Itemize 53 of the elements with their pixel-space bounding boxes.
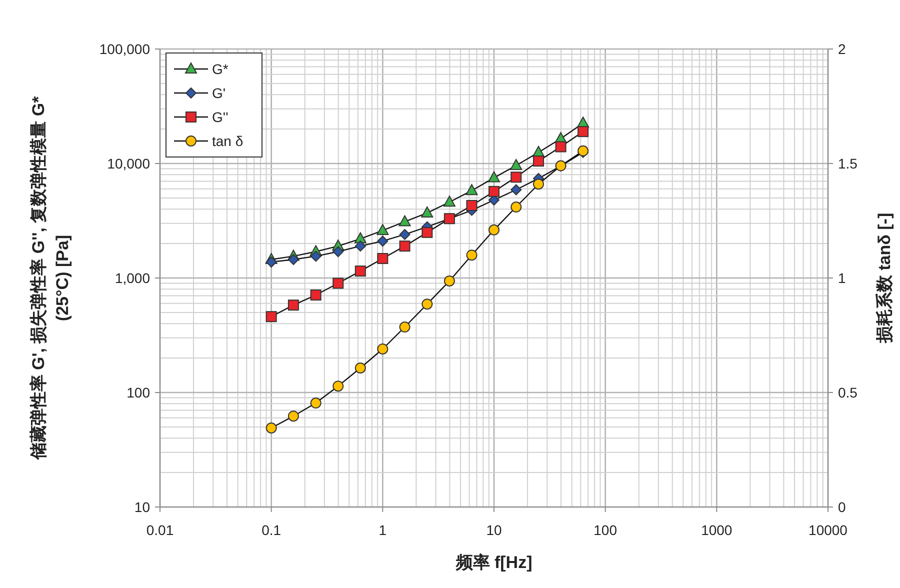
point bbox=[310, 290, 322, 301]
x-tick-label: 10 bbox=[486, 522, 502, 538]
point bbox=[354, 266, 366, 277]
point bbox=[376, 224, 389, 235]
y2-tick-label: 1.5 bbox=[838, 156, 858, 172]
legend-label: G* bbox=[212, 61, 229, 77]
point bbox=[488, 186, 500, 197]
point bbox=[578, 126, 589, 138]
x-tick-label: 1000 bbox=[701, 522, 732, 538]
x-tick-label: 0.01 bbox=[146, 522, 174, 538]
point bbox=[377, 236, 388, 247]
point bbox=[510, 172, 522, 183]
point bbox=[377, 253, 388, 264]
point bbox=[266, 311, 277, 322]
point bbox=[354, 240, 366, 252]
legend-label: G'' bbox=[212, 109, 228, 125]
y-axis-title: 储藏弹性率 G', 损失弹性率 G'', 复数弹性模量 G* (25°C) [Pa] bbox=[29, 96, 72, 461]
x-tick-label: 1 bbox=[378, 522, 387, 538]
point bbox=[510, 184, 522, 196]
y2-tick-label: 1 bbox=[838, 270, 846, 286]
y-tick-label: 100,000 bbox=[99, 41, 150, 57]
x-tick-label: 100 bbox=[594, 522, 618, 538]
x-axis-title: 频率 f[Hz] bbox=[454, 553, 532, 572]
y2-tick-label: 0.5 bbox=[838, 384, 858, 400]
y2-tick-label: 2 bbox=[838, 41, 846, 57]
point bbox=[421, 206, 434, 218]
x-tick-label: 0.1 bbox=[262, 522, 282, 538]
point bbox=[532, 156, 544, 167]
point bbox=[466, 184, 478, 196]
point bbox=[332, 278, 344, 289]
x-tick-label: 10000 bbox=[808, 522, 848, 538]
point bbox=[310, 250, 322, 262]
point bbox=[399, 228, 410, 240]
point bbox=[288, 300, 299, 311]
point bbox=[466, 200, 478, 211]
y2-tick-label: 0 bbox=[838, 499, 846, 515]
y-tick-label: 10,000 bbox=[107, 156, 150, 172]
point bbox=[399, 240, 410, 252]
y2-axis-title: 损耗系数 tanδ [-] bbox=[875, 212, 894, 344]
point bbox=[510, 159, 522, 170]
y-tick-label: 100 bbox=[126, 384, 150, 400]
point bbox=[398, 215, 411, 226]
point bbox=[266, 256, 277, 268]
legend-label: G' bbox=[212, 85, 226, 101]
legend-label: tan δ bbox=[212, 133, 244, 149]
y-tick-label: 1,000 bbox=[114, 270, 150, 286]
point bbox=[422, 226, 433, 238]
point bbox=[332, 246, 344, 258]
point bbox=[443, 196, 456, 207]
point bbox=[488, 171, 500, 182]
y-tick-label: 10 bbox=[134, 499, 150, 515]
point bbox=[288, 254, 299, 266]
point bbox=[555, 141, 566, 152]
